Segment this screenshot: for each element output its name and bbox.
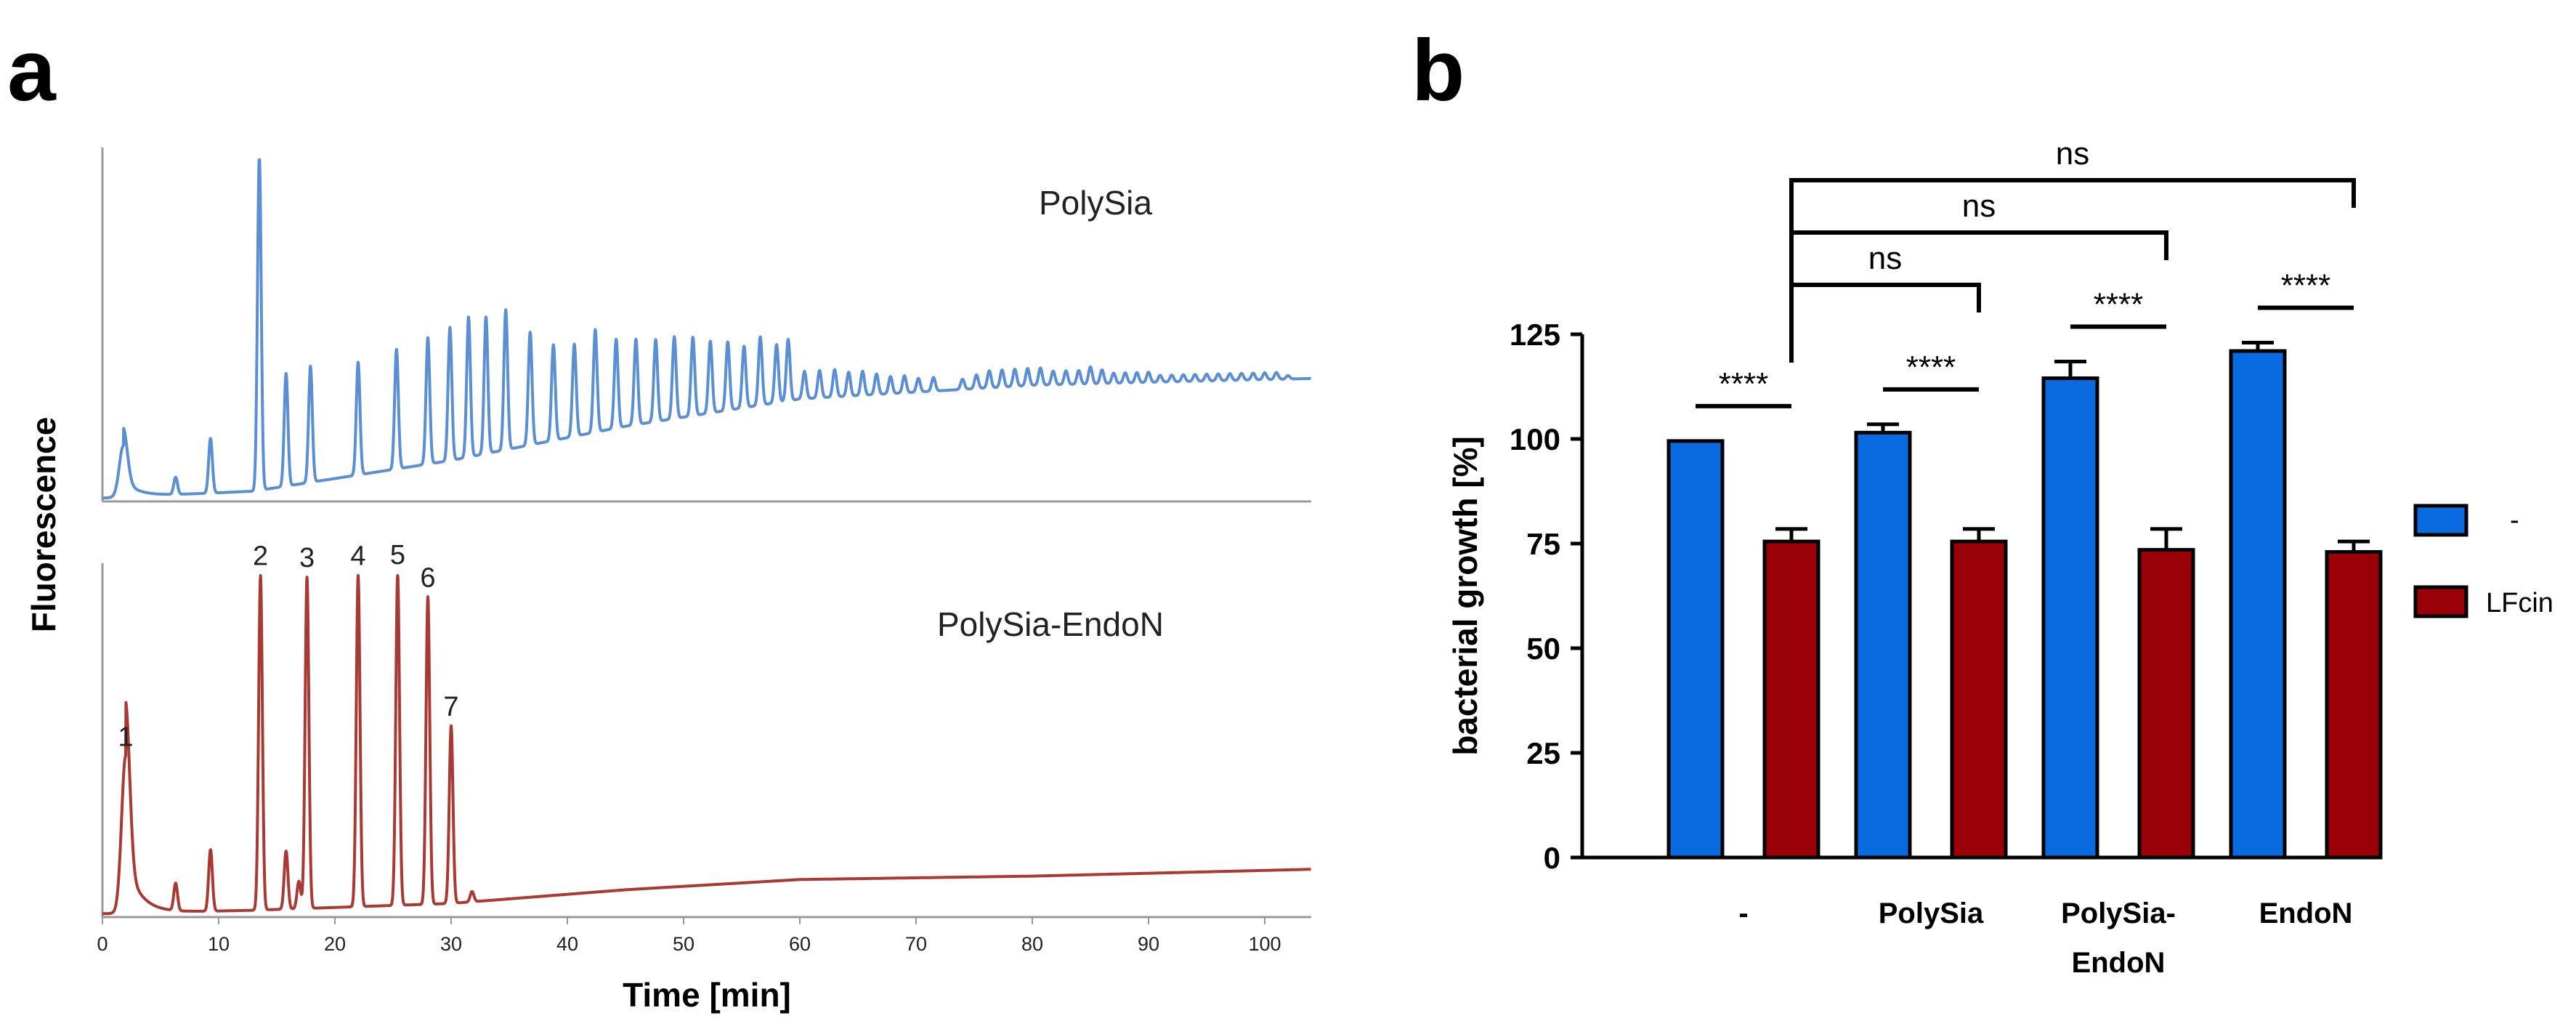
x-tick-label: 40 [556,933,578,955]
y-tick-label: 100 [1510,422,1560,456]
significance-stars: **** [2094,286,2144,322]
peak-label: 4 [350,541,365,572]
y-tick-label: 125 [1510,318,1560,352]
chromatogram-panel: 0 10 20 30 40 50 60 70 80 90 100 1 2 3 4 56 7 PolySia P… [25,148,1313,1014]
x-tick-label: 10 [208,933,230,955]
bar-control [1666,439,1725,860]
x-tick-label: 80 [1021,933,1043,955]
x-tick-label: 50 [673,933,694,955]
panel-letter-a: a [7,22,57,119]
bar-lfcin [2325,550,2383,860]
ns-label: ns [1962,188,1996,224]
bars [1666,341,2383,860]
x-tick-label: 20 [324,933,346,955]
bar-control [2229,349,2287,860]
category-label: - [1738,897,1748,929]
bar-control [1854,430,1912,860]
category-labels: - PolySia PolySia- EndoN EndoN [1738,897,2352,979]
y-axis-title: Fluorescence [25,417,62,633]
x-tick-label: 30 [440,933,462,955]
peak-labels: 1 2 3 4 56 7 [118,540,458,753]
peak-label: 7 [443,692,458,722]
panel-letter-b: b [1411,22,1465,119]
peak-label: 6 [420,562,435,593]
x-axis-title: Time [min] [623,976,791,1014]
ns-label: ns [1868,241,1902,276]
polysia-endon-trace-label: PolySia-EndoN [937,605,1164,643]
legend: - LFcin [2413,504,2553,618]
category-label: PolySia- [2061,897,2176,929]
bar-lfcin [1950,539,2008,860]
significance-stars: **** [2281,268,2331,304]
legend-label-lfcin: LFcin [2486,588,2553,618]
legend-label-control: - [2510,505,2519,536]
x-tick-label: 60 [789,933,811,955]
y-tick-label: 25 [1526,736,1560,770]
ns-label: ns [2056,136,2089,172]
significance-brackets: **** **** **** **** ns ns ns [1696,136,2356,408]
x-tick-label: 90 [1138,933,1159,955]
bar-lfcin [1762,539,1820,860]
x-tick-label: 0 [97,933,108,955]
legend-swatch-control [2413,504,2468,537]
y-axis-title: bacterial growth [%] [1446,436,1484,756]
y-axis-ticks: 0 25 50 75 100 125 [1510,318,1582,875]
polysia-endon-trace [101,574,1313,916]
significance-stars: **** [1719,366,1769,402]
legend-swatch-lfcin [2413,585,2468,618]
y-tick-label: 75 [1526,527,1560,561]
x-tick-label: 70 [905,933,927,955]
ns-bracket [1789,178,2356,363]
bar-control [2041,376,2099,860]
significance-stars: **** [1906,350,1956,385]
peak-label: 2 [253,541,268,572]
category-label: PolySia [1879,897,1984,929]
category-label: EndoN [2259,897,2353,929]
category-label: EndoN [2072,947,2166,979]
peak-label: 5 [390,540,405,570]
polysia-trace [101,158,1313,500]
x-tick-label: 100 [1248,933,1281,955]
y-tick-label: 0 [1544,841,1560,875]
polysia-trace-label: PolySia [1039,184,1152,222]
x-axis-ticks: 0 10 20 30 40 50 60 70 80 90 100 [97,917,1281,955]
peak-label: 3 [299,543,315,573]
bar-lfcin [2137,548,2195,860]
y-tick-label: 50 [1526,631,1560,666]
peak-label: 1 [118,722,133,752]
bar-chart-panel: 0 25 50 75 100 125 - PolySia PolySia- EndoN EndoN… [1446,136,2553,979]
